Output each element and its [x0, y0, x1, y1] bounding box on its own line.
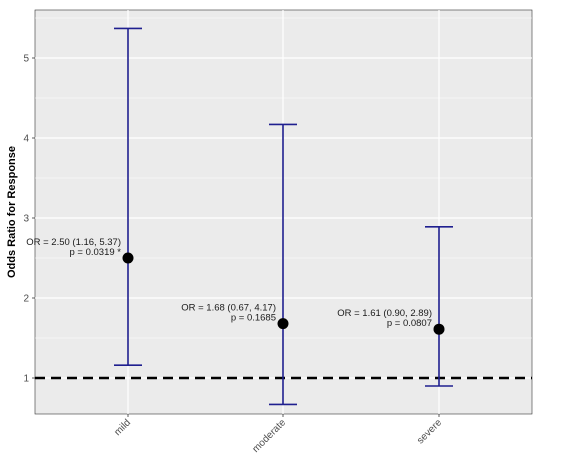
point-severe — [433, 323, 445, 335]
annotation-p-moderate: p = 0.1685 — [231, 313, 276, 324]
x-tick-label-severe: severe — [415, 417, 444, 446]
x-axis-ticks: mild moderate severe — [112, 414, 444, 455]
x-tick-label-mild: mild — [112, 417, 133, 438]
y-tick-label: 3 — [23, 214, 29, 225]
error-bars — [114, 27, 453, 406]
y-tick-label: 2 — [23, 294, 29, 305]
y-tick-label: 1 — [23, 374, 29, 385]
y-tick-label: 5 — [23, 54, 29, 65]
annotation-or-moderate: OR = 1.68 (0.67, 4.17) — [181, 303, 276, 314]
y-axis-ticks: 1 2 3 4 5 — [23, 54, 35, 385]
annotation-or-mild: OR = 2.50 (1.16, 5.37) — [26, 237, 121, 248]
x-tick-label-moderate: moderate — [250, 417, 288, 455]
point-moderate — [277, 318, 289, 330]
annotations: OR = 2.50 (1.16, 5.37)p = 0.0319 * OR = 1… — [26, 237, 432, 329]
annotation-or-severe: OR = 1.61 (0.90, 2.89) — [337, 308, 432, 319]
y-axis-title: Odds Ratio for Response — [6, 146, 18, 278]
point-estimates — [122, 252, 445, 335]
point-mild — [122, 252, 134, 264]
annotation-p-severe: p = 0.0807 — [387, 318, 432, 329]
y-tick-label: 4 — [23, 134, 29, 145]
annotation-p-mild: p = 0.0319 * — [69, 247, 121, 258]
